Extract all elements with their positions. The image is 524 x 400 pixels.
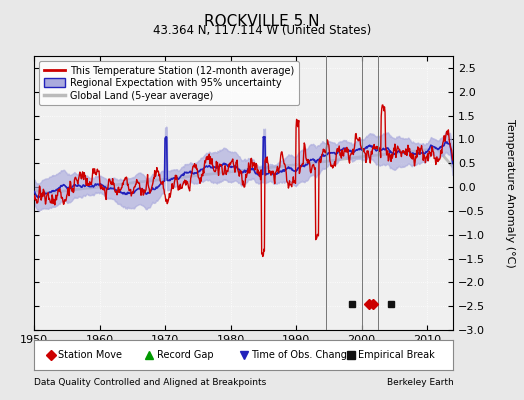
Text: Station Move: Station Move: [58, 350, 123, 360]
Text: 43.364 N, 117.114 W (United States): 43.364 N, 117.114 W (United States): [153, 24, 371, 37]
Legend: This Temperature Station (12-month average), Regional Expectation with 95% uncer: This Temperature Station (12-month avera…: [39, 61, 299, 106]
Text: Empirical Break: Empirical Break: [358, 350, 435, 360]
Text: Berkeley Earth: Berkeley Earth: [387, 378, 453, 387]
Text: Data Quality Controlled and Aligned at Breakpoints: Data Quality Controlled and Aligned at B…: [34, 378, 266, 387]
Text: Time of Obs. Change: Time of Obs. Change: [251, 350, 353, 360]
Text: ROCKVILLE 5 N: ROCKVILLE 5 N: [204, 14, 320, 29]
Text: Record Gap: Record Gap: [157, 350, 213, 360]
Y-axis label: Temperature Anomaly (°C): Temperature Anomaly (°C): [505, 119, 515, 267]
